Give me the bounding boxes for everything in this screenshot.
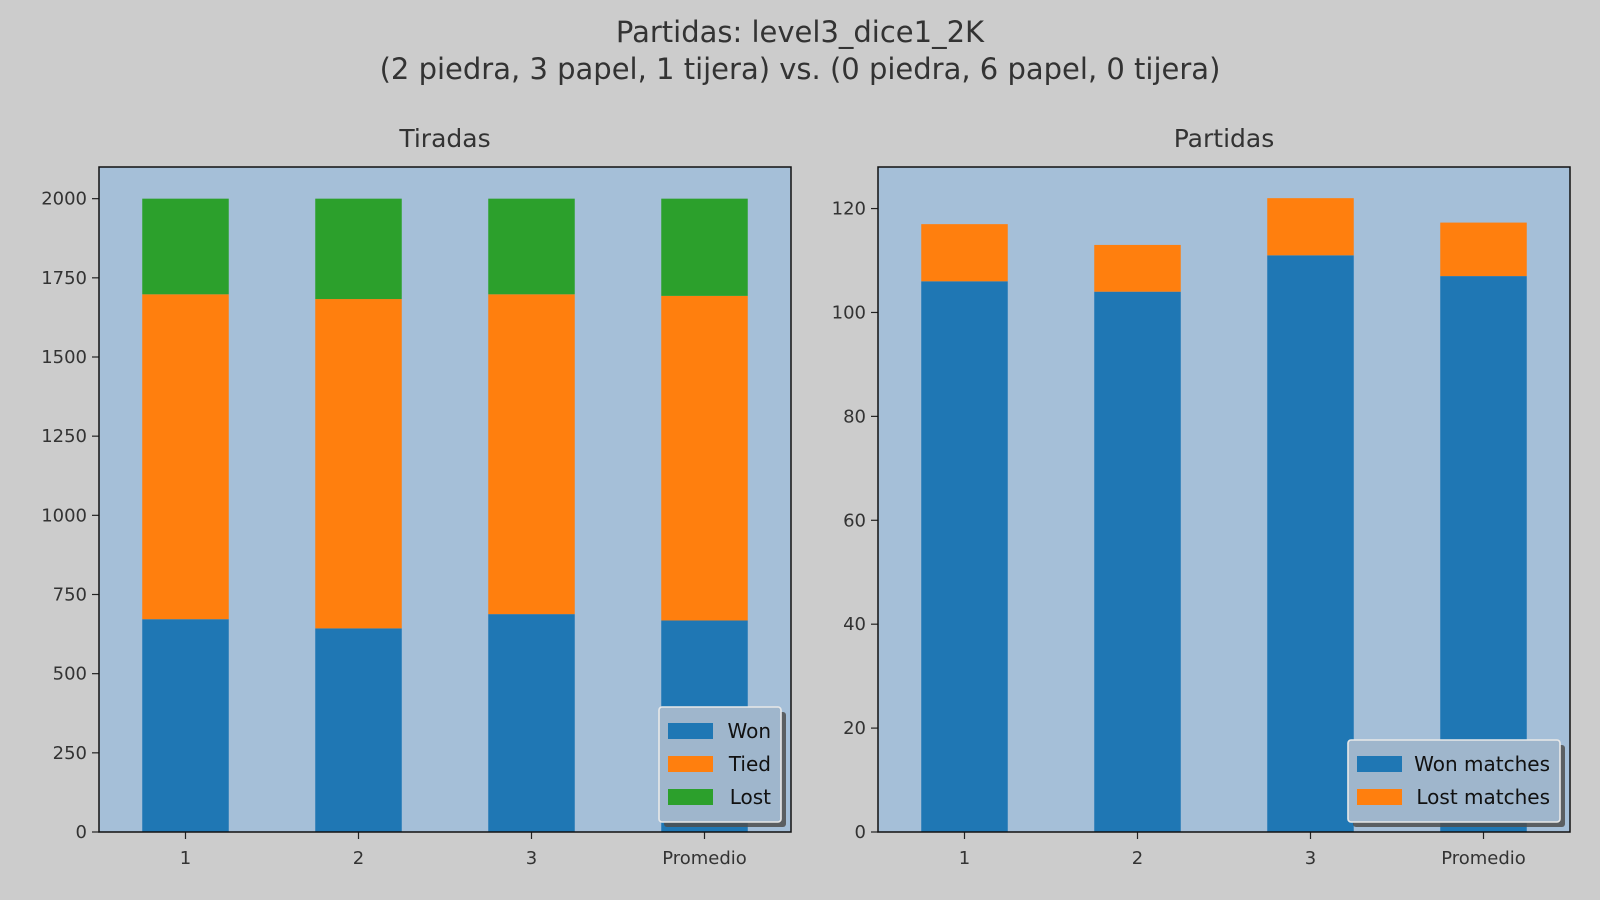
figure-title-line2: (2 piedra, 3 papel, 1 tijera) vs. (0 pie… bbox=[380, 52, 1221, 86]
y-tick-label: 1750 bbox=[41, 268, 87, 289]
bar-tied-1 bbox=[142, 294, 229, 620]
legend-swatch-lost bbox=[668, 789, 713, 805]
bar-won-matches-1 bbox=[921, 281, 1008, 832]
legend-label-won: Won bbox=[727, 719, 771, 743]
legend-label-lost-matches: Lost matches bbox=[1416, 785, 1550, 809]
x-tick-label: 2 bbox=[1132, 848, 1143, 869]
legend-label-lost: Lost bbox=[730, 785, 771, 809]
y-tick-label: 0 bbox=[76, 822, 87, 843]
y-tick-label: 750 bbox=[53, 585, 87, 606]
y-tick-label: 20 bbox=[843, 718, 866, 739]
bar-won-matches-2 bbox=[1094, 291, 1181, 832]
y-tick-label: 40 bbox=[843, 614, 866, 635]
y-tick-label: 1500 bbox=[41, 347, 87, 368]
subplot-title: Tiradas bbox=[398, 124, 490, 153]
bar-lost-promedio bbox=[661, 198, 748, 296]
y-tick-label: 2000 bbox=[41, 189, 87, 210]
bar-won-1 bbox=[142, 619, 229, 832]
subplot-title: Partidas bbox=[1174, 124, 1275, 153]
bar-lost-3 bbox=[488, 198, 575, 295]
axes-frame bbox=[877, 166, 1571, 833]
bar-won-2 bbox=[315, 628, 402, 832]
legend-swatch-lost-matches bbox=[1357, 789, 1402, 805]
bar-lost-2 bbox=[315, 198, 402, 300]
bar-won-matches-3 bbox=[1267, 255, 1354, 832]
y-tick-label: 100 bbox=[832, 302, 866, 323]
x-tick-label: 2 bbox=[353, 848, 364, 869]
legend-swatch-won-matches bbox=[1357, 756, 1402, 772]
legend: Won Tied Lost bbox=[658, 706, 786, 827]
y-tick-label: 80 bbox=[843, 406, 866, 427]
x-tick-label: Promedio bbox=[1441, 848, 1526, 869]
x-tick-label: 3 bbox=[526, 848, 537, 869]
y-tick-label: 120 bbox=[832, 199, 866, 220]
bar-lost-1 bbox=[142, 198, 229, 295]
legend-swatch-won bbox=[668, 723, 713, 739]
y-tick-label: 0 bbox=[855, 822, 866, 843]
legend-label-won-matches: Won matches bbox=[1414, 752, 1550, 776]
legend-swatch-tied bbox=[668, 756, 713, 772]
figure-title-line1: Partidas: level3_dice1_2K bbox=[616, 15, 985, 49]
bar-won-3 bbox=[488, 614, 575, 832]
y-tick-label: 1250 bbox=[41, 426, 87, 447]
bar-tied-3 bbox=[488, 294, 575, 615]
bar-tied-2 bbox=[315, 299, 402, 629]
chart-partidas: Partidas 1 2 3 Promedio 0 20 40 60 80 100 120 Won ma… bbox=[832, 124, 1571, 869]
bar-tied-promedio bbox=[661, 295, 748, 621]
legend: Won matches Lost matches bbox=[1347, 739, 1565, 827]
legend-label-tied: Tied bbox=[728, 752, 771, 776]
x-tick-label: 3 bbox=[1305, 848, 1316, 869]
y-tick-label: 1000 bbox=[41, 505, 87, 526]
bar-lost-matches-2 bbox=[1094, 244, 1181, 292]
axes-frame bbox=[98, 166, 792, 833]
bar-lost-matches-1 bbox=[921, 224, 1008, 282]
x-tick-label: 1 bbox=[959, 848, 970, 869]
x-tick-label: Promedio bbox=[662, 848, 747, 869]
x-tick-label: 1 bbox=[180, 848, 191, 869]
bar-lost-matches-promedio bbox=[1440, 222, 1527, 277]
bar-lost-matches-3 bbox=[1267, 198, 1354, 256]
y-tick-label: 60 bbox=[843, 510, 866, 531]
y-tick-label: 250 bbox=[53, 743, 87, 764]
chart-tiradas: Tiradas 1 2 3 Promedio 0 250 500 750 1000 1250 1500… bbox=[41, 124, 792, 869]
y-tick-label: 500 bbox=[53, 664, 87, 685]
